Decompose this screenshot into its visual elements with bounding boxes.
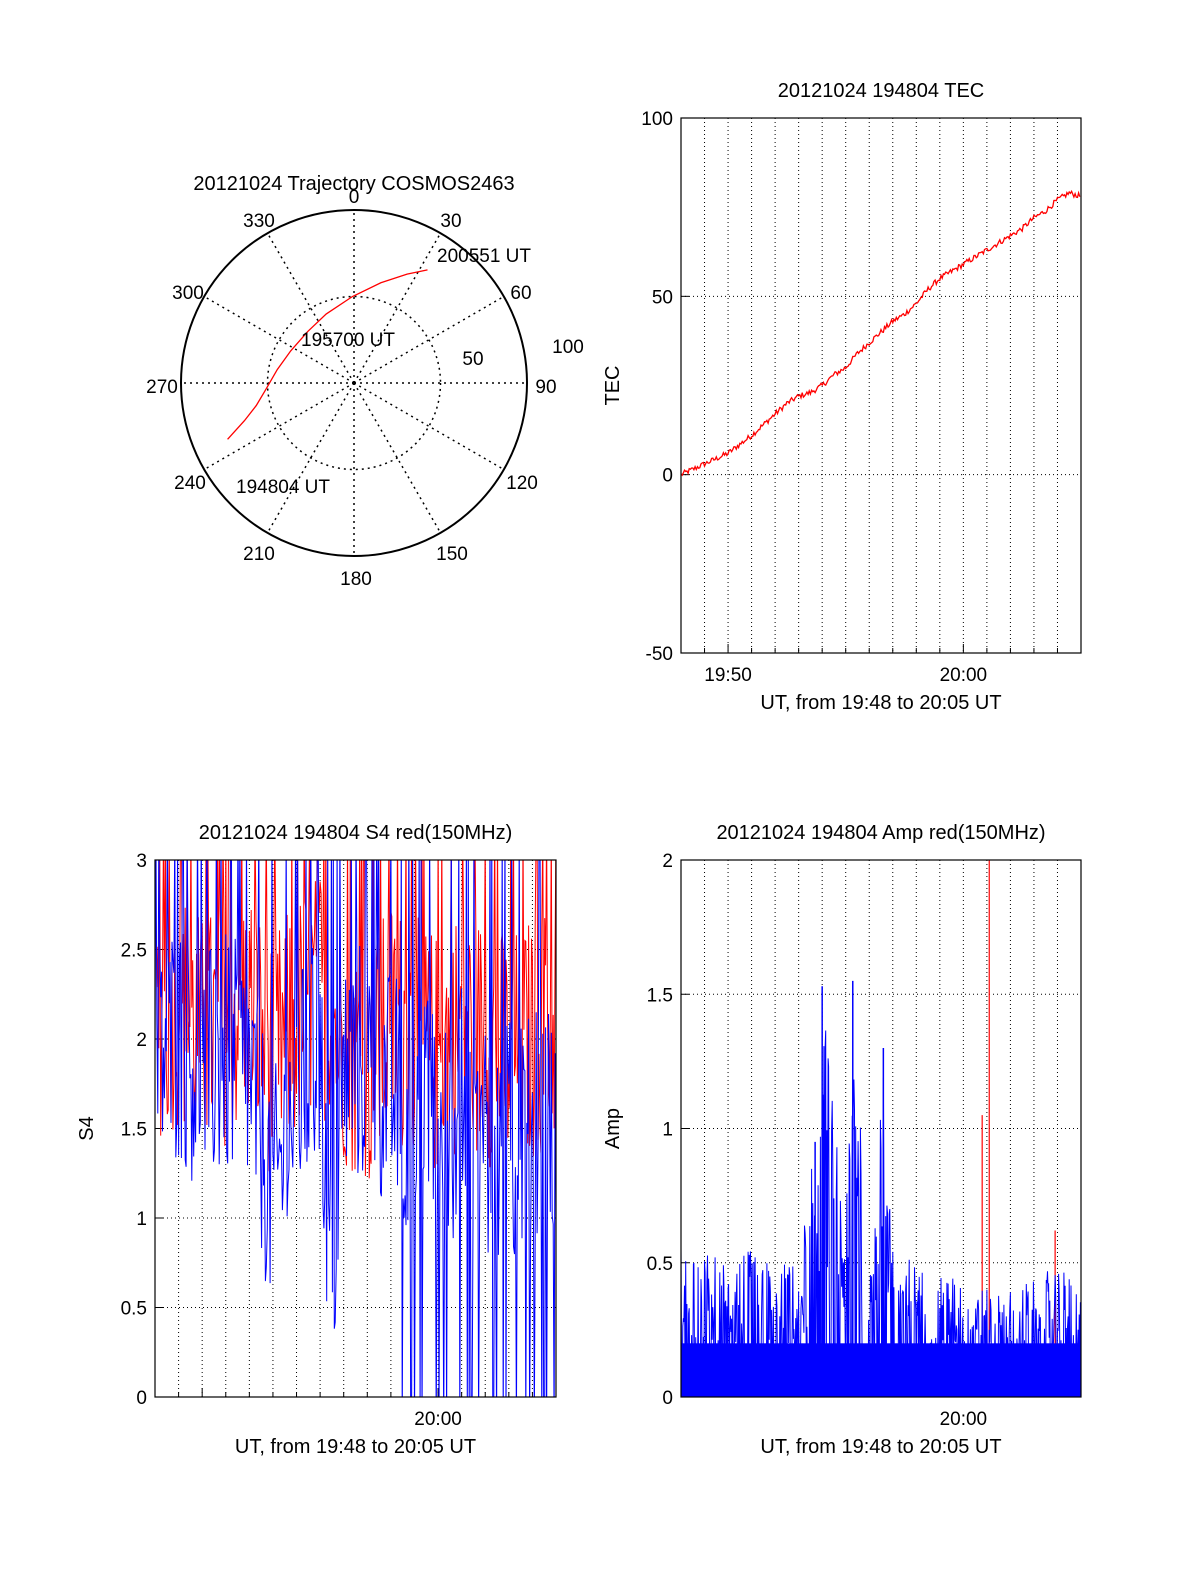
s4-ytick-label: 1.5: [121, 1120, 147, 1141]
amp-ytick-label: 1: [662, 1120, 673, 1141]
amp-y-axis-label: Amp: [602, 1108, 624, 1149]
polar-angle-label-0: 0: [349, 187, 360, 208]
polar-chart-title: 20121024 Trajectory COSMOS2463: [193, 173, 514, 195]
polar-angle-label-90: 90: [535, 377, 556, 398]
trajectory-line: [227, 269, 428, 440]
tec-ytick-label: 50: [652, 287, 673, 308]
s4-series-blue: [155, 860, 556, 1397]
polar-angle-label-120: 120: [506, 473, 538, 494]
tec-series-line: [681, 189, 1081, 477]
polar-spoke-150: [353, 382, 442, 534]
polar-spoke-30: [353, 232, 442, 384]
s4-xtick-label: 20:00: [414, 1409, 462, 1430]
amp-ytick-label: 1.5: [647, 985, 673, 1006]
amp-chart-title: 20121024 194804 Amp red(150MHz): [716, 822, 1045, 844]
trajectory-polar-chart: 20121024 Trajectory COSMOS2463 0 30 60 90 12…: [146, 173, 584, 590]
s4-series-group: [155, 860, 556, 1397]
tec-x-axis-label: UT, from 19:48 to 20:05 UT: [760, 692, 1001, 714]
polar-radial-label-50: 50: [462, 349, 483, 370]
amp-x-axis-label: UT, from 19:48 to 20:05 UT: [760, 1436, 1001, 1458]
amp-blue-series: [681, 1030, 1081, 1397]
trajectory-mid-time-label: 195700 UT: [301, 330, 395, 351]
s4-ytick-label: 1: [136, 1209, 147, 1230]
amp-ytick-label: 0.5: [647, 1254, 673, 1275]
amp-blue-base: [681, 1343, 1081, 1397]
polar-grid: [180, 209, 528, 557]
amp-ytick-label: 0: [662, 1388, 673, 1409]
amp-xtick-label: 20:00: [940, 1409, 988, 1430]
polar-angle-label-270: 270: [146, 377, 178, 398]
s4-chart-title: 20121024 194804 S4 red(150MHz): [199, 822, 513, 844]
polar-angle-labels: 0 30 60 90 120 150 180 210 240 270 300 330 50 100: [146, 187, 584, 590]
polar-outer-circle: [180, 209, 528, 557]
amp-ytick-label: 2: [662, 851, 673, 872]
s4-ytick-label: 0.5: [121, 1299, 147, 1320]
tec-xtick-label: 19:50: [704, 665, 752, 686]
s4-x-axis-label: UT, from 19:48 to 20:05 UT: [235, 1436, 476, 1458]
trajectory-end-time-label: 200551 UT: [437, 246, 531, 267]
polar-angle-label-30: 30: [440, 211, 461, 232]
polar-angle-label-150: 150: [436, 544, 468, 565]
amp-series-group: [681, 860, 1081, 1397]
tec-xtick-label: 20:00: [940, 665, 988, 686]
s4-chart: 20121024 194804 S4 red(150MHz) 0 0.5 1 1.5 2 2…: [76, 822, 557, 1458]
s4-ytick-label: 2.5: [121, 941, 147, 962]
polar-spoke-60: [353, 295, 505, 384]
polar-angle-label-180: 180: [340, 569, 372, 590]
tec-series-group: [681, 189, 1081, 477]
tec-chart-title: 20121024 194804 TEC: [778, 80, 984, 102]
polar-angle-label-330: 330: [243, 211, 275, 232]
polar-spoke-120: [353, 382, 505, 471]
polar-spoke-300: [203, 295, 355, 384]
amp-plot-frame: [680, 859, 1082, 1398]
tec-plot-frame: [680, 117, 1082, 654]
polar-angle-label-60: 60: [510, 283, 531, 304]
polar-angle-label-210: 210: [243, 544, 275, 565]
amp-chart: 20121024 194804 Amp red(150MHz) 0 0.5 1 1.5 2…: [602, 822, 1082, 1458]
s4-plot-frame: [154, 859, 557, 1398]
tec-ytick-label: 100: [641, 109, 673, 130]
tec-ytick-label: -50: [646, 644, 673, 665]
polar-angle-label-300: 300: [172, 283, 204, 304]
polar-radial-label-100: 100: [552, 337, 584, 358]
tec-y-axis-label: TEC: [602, 366, 624, 406]
s4-ytick-label: 2: [136, 1030, 147, 1051]
tec-chart: 20121024 194804 TEC -50 0 50 100 19:50 20:00 UT…: [602, 80, 1082, 714]
polar-angle-label-240: 240: [174, 473, 206, 494]
polar-spoke-240: [203, 382, 355, 471]
trajectory-start-time-label: 194804 UT: [236, 477, 330, 498]
s4-ytick-label: 0: [136, 1388, 147, 1409]
polar-inner-circle: [266, 295, 442, 471]
polar-trajectory: [227, 269, 428, 440]
polar-spoke-210: [266, 382, 355, 534]
tec-ytick-label: 0: [662, 466, 673, 487]
s4-y-axis-label: S4: [76, 1116, 98, 1140]
polar-spoke-330: [266, 232, 355, 384]
s4-ytick-label: 3: [136, 851, 147, 872]
